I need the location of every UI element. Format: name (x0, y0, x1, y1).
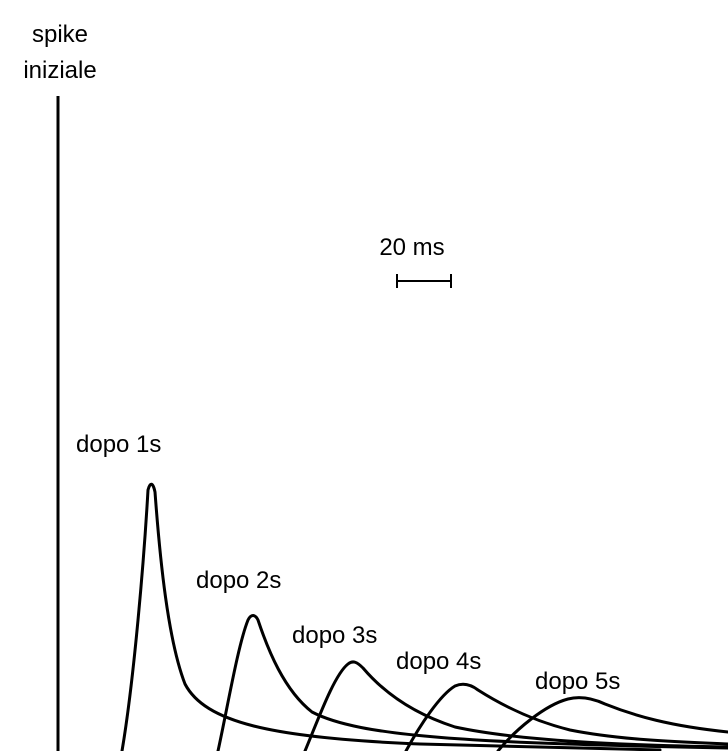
trace-label-2s: dopo 2s (196, 567, 281, 594)
initial-spike-label-line2: iniziale (23, 57, 96, 84)
trace-label-3s: dopo 3s (292, 622, 377, 649)
trace-label-1s: dopo 1s (76, 431, 161, 458)
trace-5s (496, 696, 728, 751)
scale-bar-label: 20 ms (379, 234, 444, 261)
scale-bar (396, 274, 452, 288)
initial-spike-label-line1: spike (32, 21, 88, 48)
trace-4s (404, 682, 728, 751)
trace-1s (120, 482, 662, 751)
trace-label-4s: dopo 4s (396, 648, 481, 675)
trace-2s (216, 614, 728, 751)
trace-label-5s: dopo 5s (535, 668, 620, 695)
trace-3s (303, 660, 728, 751)
